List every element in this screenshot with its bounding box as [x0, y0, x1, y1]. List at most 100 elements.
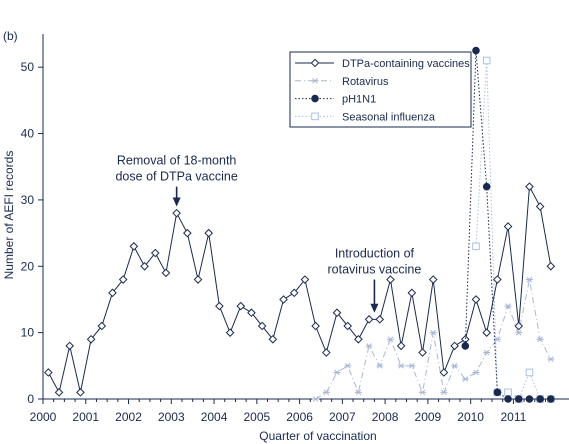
data-point-rotavirus [386, 336, 394, 343]
data-point-dtpa-containing-vaccines [354, 334, 363, 344]
data-point-dtpa-containing-vaccines [503, 222, 513, 231]
data-point-dtpa-containing-vaccines [204, 228, 214, 238]
data-point-dtpa-containing-vaccines [546, 261, 556, 271]
annotation-dtpa: Removal of 18-month dose of DTPa vaccine [115, 154, 238, 207]
legend: DTPa-containing vaccines Rotavirus pH1N1 Se… [289, 51, 472, 128]
x-tick-label: 2003 [158, 410, 185, 424]
annotation-text: rotavirus vaccine [328, 263, 422, 277]
data-point-dtpa-containing-vaccines [375, 315, 385, 324]
data-point-dtpa-containing-vaccines [525, 182, 534, 191]
series-ph1n1 [461, 46, 555, 403]
data-point-dtpa-containing-vaccines [386, 275, 395, 284]
data-point-dtpa-containing-vaccines [129, 242, 139, 251]
annotation-arrow-head [172, 197, 181, 207]
data-point-dtpa-containing-vaccines [161, 268, 171, 278]
data-point-dtpa-containing-vaccines [343, 321, 353, 331]
data-point-dtpa-containing-vaccines [439, 368, 449, 377]
data-point-rotavirus [429, 329, 437, 336]
x-tick-label: 2011 [501, 410, 527, 424]
data-point-dtpa-containing-vaccines [300, 275, 310, 284]
data-point-dtpa-containing-vaccines [108, 288, 117, 298]
data-point-dtpa-containing-vaccines [65, 341, 75, 351]
annotation-text: Introduction of [335, 247, 415, 261]
data-point-ph1n1 [525, 395, 534, 403]
annotation-text: dose of DTPa vaccine [115, 170, 237, 184]
data-point-dtpa-containing-vaccines [172, 208, 181, 218]
data-point-dtpa-containing-vaccines [268, 334, 278, 344]
series-layer [44, 46, 556, 403]
legend-item-ph1n1: pH1N1 [295, 94, 376, 106]
data-point-rotavirus [504, 303, 512, 309]
data-point-rotavirus [322, 389, 330, 396]
data-point-dtpa-containing-vaccines [150, 248, 160, 258]
data-point-rotavirus [472, 369, 480, 376]
data-point-ph1n1 [472, 46, 480, 55]
data-point-ph1n1 [536, 395, 544, 403]
data-point-rotavirus [483, 349, 491, 356]
x-tick-label: 2002 [115, 410, 142, 424]
legend-label: pH1N1 [342, 94, 376, 106]
y-tick-label: 0 [27, 392, 34, 406]
y-tick-label: 30 [21, 193, 35, 207]
data-point-ph1n1 [482, 182, 491, 191]
data-point-dtpa-containing-vaccines [332, 308, 342, 318]
data-point-dtpa-containing-vaccines [493, 275, 502, 284]
x-tick-label: 2008 [372, 410, 399, 424]
panel-label: (b) [3, 29, 18, 43]
data-point-rotavirus [547, 356, 555, 362]
axes: 0 10 20 30 40 50 2000 2001 2002 2003 2004 2005 2006 2… [21, 34, 569, 424]
x-axis-label: Quarter of vaccination [259, 429, 376, 443]
data-point-rotavirus [344, 363, 352, 369]
data-point-rotavirus [312, 396, 320, 402]
x-tick-label: 2007 [329, 410, 356, 424]
legend-item-rotavirus: Rotavirus [295, 76, 389, 88]
data-point-dtpa-containing-vaccines [215, 301, 224, 311]
x-tick-label: 2005 [243, 410, 270, 424]
data-point-dtpa-containing-vaccines [118, 275, 128, 284]
x-tick-label: 2001 [72, 410, 99, 424]
data-point-dtpa-containing-vaccines [514, 321, 524, 331]
legend-label: Rotavirus [342, 76, 389, 88]
data-point-rotavirus [419, 389, 427, 396]
data-point-dtpa-containing-vaccines [54, 388, 64, 397]
data-point-dtpa-containing-vaccines [236, 301, 246, 311]
data-point-dtpa-containing-vaccines [450, 341, 459, 351]
data-point-dtpa-containing-vaccines [257, 321, 267, 331]
legend-swatch-marker [311, 94, 319, 103]
data-point-ph1n1 [461, 342, 470, 350]
data-point-seasonal-influenza [525, 368, 534, 377]
data-point-rotavirus [525, 276, 533, 283]
legend-label: Seasonal influenza [342, 111, 436, 123]
x-tick-label: 2000 [30, 410, 57, 424]
data-point-dtpa-containing-vaccines [418, 348, 427, 357]
legend-label: DTPa-containing vaccines [342, 58, 470, 70]
data-point-rotavirus [440, 389, 448, 396]
data-point-ph1n1 [547, 395, 555, 403]
data-point-dtpa-containing-vaccines [279, 295, 288, 304]
y-axis-label: Number of AEFI records [2, 151, 16, 280]
legend-item-dtpa-containing-vaccines: DTPa-containing vaccines [295, 58, 470, 70]
data-point-dtpa-containing-vaccines [225, 328, 235, 337]
y-tick-label: 20 [21, 259, 35, 273]
x-tick-label: 2010 [457, 410, 484, 424]
data-point-dtpa-containing-vaccines [183, 228, 192, 238]
series-line-dtpa-containing-vaccines [47, 186, 552, 393]
data-point-ph1n1 [493, 388, 502, 397]
data-point-seasonal-influenza [482, 56, 491, 65]
data-point-ph1n1 [504, 395, 512, 403]
y-tick-label: 50 [21, 60, 35, 74]
data-point-rotavirus [397, 363, 405, 369]
x-tick-label: 2006 [286, 410, 313, 424]
legend-item-seasonal-influenza: Seasonal influenza [295, 111, 436, 123]
y-tick-label: 40 [21, 127, 35, 141]
data-point-dtpa-containing-vaccines [289, 288, 299, 298]
data-point-dtpa-containing-vaccines [364, 315, 374, 324]
data-point-dtpa-containing-vaccines [247, 308, 256, 318]
data-point-dtpa-containing-vaccines [86, 334, 96, 344]
data-point-dtpa-containing-vaccines [76, 388, 85, 397]
data-point-dtpa-containing-vaccines [44, 368, 53, 377]
data-point-dtpa-containing-vaccines [322, 348, 331, 357]
x-tick-label: 2004 [201, 410, 228, 424]
x-tick-label: 2009 [415, 410, 442, 424]
